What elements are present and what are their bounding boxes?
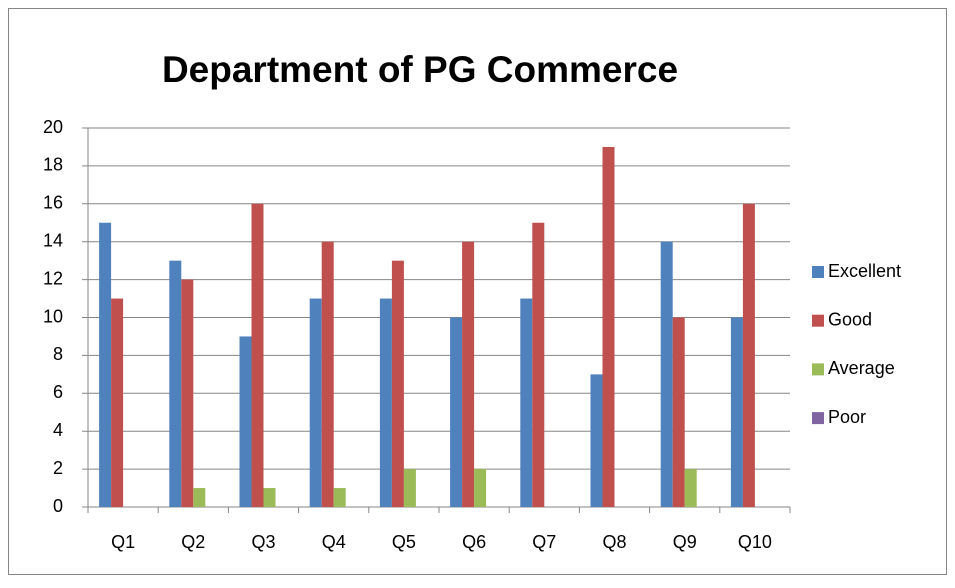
x-tick-label: Q5: [392, 532, 416, 552]
x-tick-label: Q3: [251, 532, 275, 552]
x-tick-label: Q7: [532, 532, 556, 552]
legend-label: Average: [828, 358, 895, 378]
bar: [239, 336, 252, 507]
bar: [450, 317, 463, 507]
bar: [602, 146, 615, 507]
bar: [111, 298, 124, 507]
bar: [672, 317, 685, 507]
y-tick-label: 0: [53, 496, 63, 516]
bar: [660, 241, 673, 507]
legend-label: Good: [828, 309, 872, 329]
y-tick-label: 12: [43, 268, 63, 288]
bar: [742, 203, 755, 508]
bar: [684, 469, 697, 507]
bar: [193, 488, 206, 507]
y-tick-label: 4: [53, 420, 63, 440]
legend-swatch: [812, 363, 824, 376]
bar: [309, 298, 322, 507]
x-tick-label: Q8: [602, 532, 626, 552]
bar: [169, 260, 182, 507]
chart-title: Department of PG Commerce: [162, 49, 678, 90]
bar: [391, 260, 404, 507]
y-tick-label: 8: [53, 344, 63, 364]
bar: [321, 241, 334, 507]
bar: [520, 298, 533, 507]
y-tick-label: 16: [43, 193, 63, 213]
bar: [474, 469, 487, 507]
y-tick-label: 10: [43, 306, 63, 326]
legend-label: Poor: [828, 407, 866, 427]
bar: [379, 298, 392, 507]
x-tick-label: Q2: [181, 532, 205, 552]
bar: [462, 241, 475, 507]
x-tick-label: Q1: [111, 532, 135, 552]
bar: [333, 488, 346, 507]
bar: [99, 222, 112, 507]
bar: [181, 279, 194, 507]
bar: [251, 203, 264, 508]
legend-swatch: [812, 314, 824, 327]
y-tick-label: 14: [43, 230, 63, 250]
y-tick-label: 2: [53, 458, 63, 478]
legend-swatch: [812, 412, 824, 425]
x-tick-label: Q10: [738, 532, 772, 552]
bar: [590, 374, 603, 507]
x-tick-label: Q6: [462, 532, 486, 552]
y-tick-label: 6: [53, 382, 63, 402]
bar: [403, 469, 416, 507]
bar: [730, 317, 743, 507]
y-tick-label: 18: [43, 155, 63, 175]
x-tick-label: Q4: [322, 532, 346, 552]
y-tick-label: 20: [43, 117, 63, 137]
legend-label: Excellent: [828, 261, 901, 281]
bar: [532, 222, 545, 507]
x-tick-label: Q9: [673, 532, 697, 552]
legend-swatch: [812, 266, 824, 278]
bar: [263, 488, 276, 507]
